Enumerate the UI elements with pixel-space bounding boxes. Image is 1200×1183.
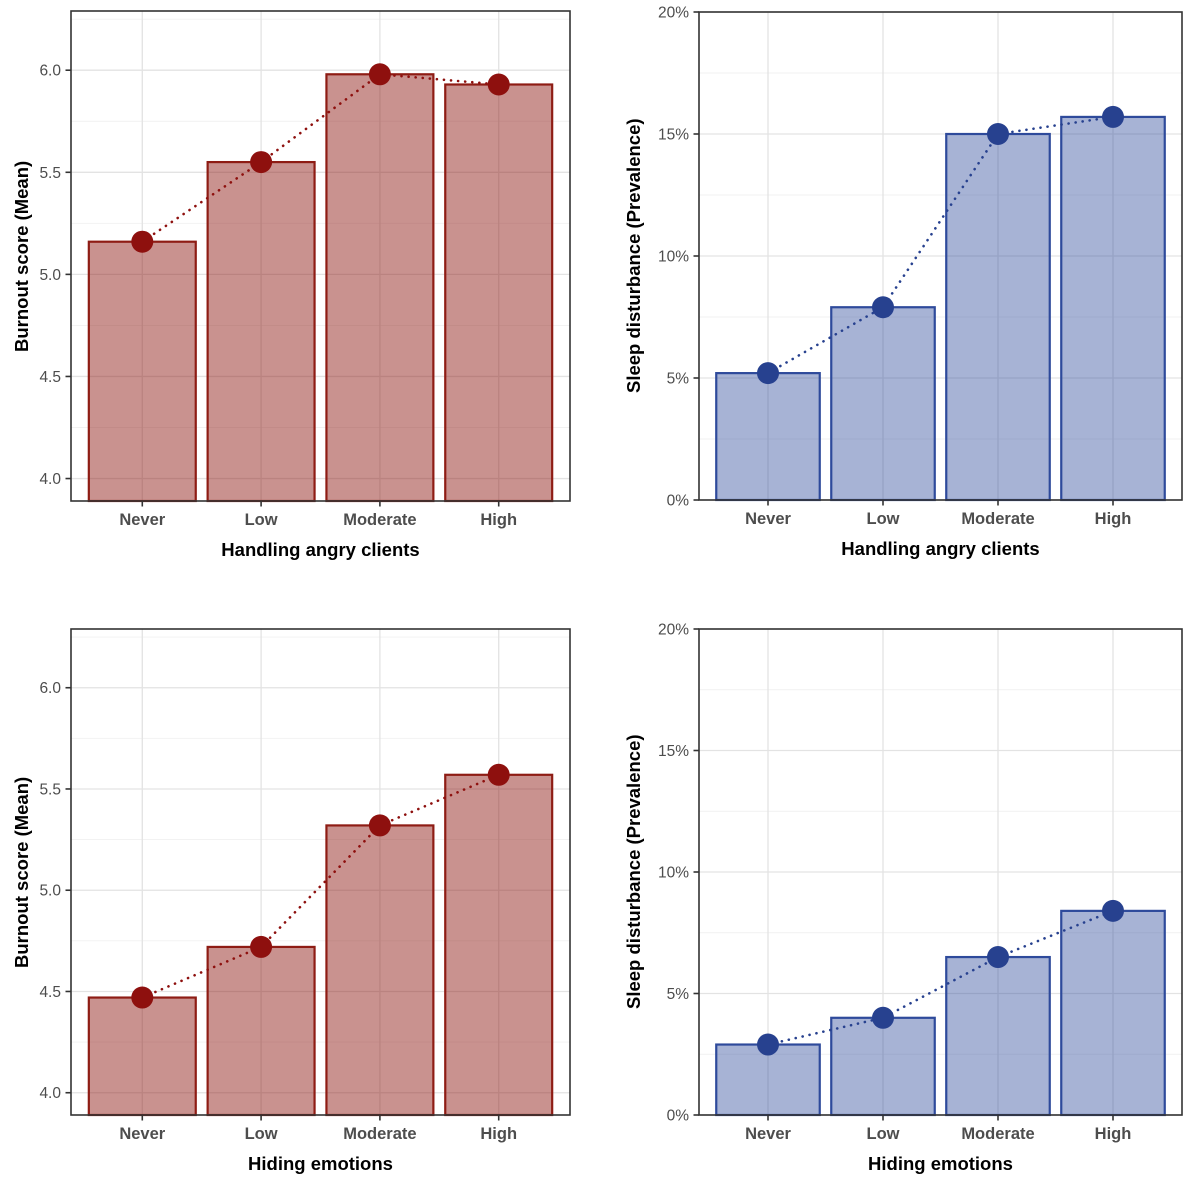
point-never: [757, 1033, 779, 1056]
x-axis-title: Handling angry clients: [221, 539, 420, 560]
y-tick-label: 4.5: [39, 369, 61, 386]
x-tick-label: Never: [745, 1125, 791, 1143]
chart-canvas: 0% 5% 10% 15% 20% Never Low Moderate High: [658, 622, 1183, 1143]
x-tick-label: Low: [867, 1125, 900, 1143]
trend-dotted-line: [766, 115, 1115, 375]
y-tick-label: 4.0: [39, 471, 61, 488]
y-tick-label: 20%: [658, 622, 689, 639]
bar-high: [1060, 909, 1166, 1117]
x-tick-label: Never: [119, 511, 165, 529]
bar-never: [87, 240, 197, 503]
chart-burnout-by-hiding-emotions: 4.0 4.5 5.0 5.5 6.0 Never Low Moderate High Burn…: [0, 591, 600, 1183]
y-tick-label: 20%: [658, 5, 689, 22]
point-high: [1102, 105, 1124, 128]
point-never: [757, 362, 779, 385]
y-axis-title: Sleep disturbance (Prevalence): [623, 734, 644, 1010]
x-tick-label: Moderate: [961, 1125, 1034, 1143]
y-tick-label: 0%: [667, 493, 690, 510]
x-tick-label: Never: [119, 1125, 165, 1143]
panel-border: [70, 628, 571, 1116]
x-axis-title: Hiding emotions: [868, 1153, 1013, 1174]
bar-high: [444, 773, 554, 1117]
panel-background: [71, 629, 570, 1115]
x-tick-label: Low: [245, 511, 278, 529]
panel-border: [70, 10, 571, 502]
chart-sleep-by-handling-angry-clients: 0% 5% 10% 15% 20% Never Low Moderate High Sleep …: [600, 0, 1200, 592]
x-tick-label: Never: [745, 510, 791, 528]
bar-never: [715, 372, 821, 502]
point-moderate: [368, 63, 391, 86]
bar-never: [87, 996, 197, 1117]
point-moderate: [368, 814, 391, 837]
bar-low: [830, 306, 936, 502]
bar-moderate: [945, 955, 1051, 1117]
y-axis-title: Sleep disturbance (Prevalence): [623, 118, 644, 394]
y-tick-label: 4.0: [39, 1085, 61, 1102]
x-tick-label: High: [1095, 1125, 1132, 1143]
y-tick-label: 0%: [667, 1108, 690, 1125]
x-axis-title: Handling angry clients: [841, 538, 1040, 559]
chart-canvas: 0% 5% 10% 15% 20% Never Low Moderate High: [658, 5, 1183, 528]
y-tick-label: 5.0: [39, 267, 61, 284]
y-tick-label: 5.0: [39, 883, 61, 900]
trend-dotted-line: [140, 72, 501, 244]
x-tick-label: Moderate: [961, 510, 1034, 528]
bar-high: [444, 83, 554, 503]
x-tick-label: High: [1095, 510, 1132, 528]
chart-canvas: 4.0 4.5 5.0 5.5 6.0 Never Low Moderate High: [39, 10, 571, 529]
bar-high: [1060, 115, 1166, 502]
chart-canvas: 4.0 4.5 5.0 5.5 6.0 Never Low Moderate High: [39, 628, 571, 1143]
x-tick-label: Moderate: [343, 1125, 416, 1143]
trend-dotted-line: [140, 773, 501, 999]
point-never: [131, 230, 154, 253]
x-tick-label: Low: [867, 510, 900, 528]
chart-burnout-by-handling-angry-clients: 4.0 4.5 5.0 5.5 6.0 Never Low Moderate High Burn…: [0, 0, 600, 592]
point-high: [1102, 899, 1124, 922]
point-moderate: [987, 946, 1009, 969]
point-low: [872, 1006, 894, 1029]
point-low: [250, 935, 273, 958]
point-high: [487, 73, 510, 96]
panel-background: [71, 11, 570, 501]
y-tick-label: 15%: [658, 743, 689, 760]
point-low: [872, 296, 894, 319]
bar-moderate: [325, 73, 435, 503]
x-tick-label: Low: [245, 1125, 278, 1143]
x-axis-title: Hiding emotions: [248, 1153, 393, 1174]
bar-moderate: [325, 824, 435, 1117]
x-tick-label: Moderate: [343, 511, 416, 529]
y-tick-label: 6.0: [39, 63, 61, 80]
x-tick-label: High: [480, 511, 517, 529]
y-axis-title: Burnout score (Mean): [11, 776, 32, 968]
point-moderate: [987, 123, 1009, 145]
point-low: [250, 151, 273, 174]
x-tick-label: High: [480, 1125, 517, 1143]
y-tick-label: 4.5: [39, 984, 61, 1001]
y-tick-label: 15%: [658, 127, 689, 144]
y-tick-label: 10%: [658, 865, 689, 882]
bar-low: [830, 1016, 936, 1117]
y-tick-label: 5.5: [39, 165, 61, 182]
y-tick-label: 5%: [667, 986, 690, 1003]
y-tick-label: 5.5: [39, 781, 61, 798]
bar-low: [206, 945, 316, 1117]
point-high: [487, 763, 510, 786]
y-tick-label: 6.0: [39, 680, 61, 697]
point-never: [131, 986, 154, 1009]
y-tick-label: 5%: [667, 371, 690, 388]
y-axis-title: Burnout score (Mean): [11, 160, 32, 352]
bar-moderate: [945, 132, 1051, 502]
bar-low: [206, 160, 316, 503]
y-tick-label: 10%: [658, 249, 689, 266]
chart-sleep-by-hiding-emotions: 0% 5% 10% 15% 20% Never Low Moderate High Sleep …: [600, 591, 1200, 1183]
